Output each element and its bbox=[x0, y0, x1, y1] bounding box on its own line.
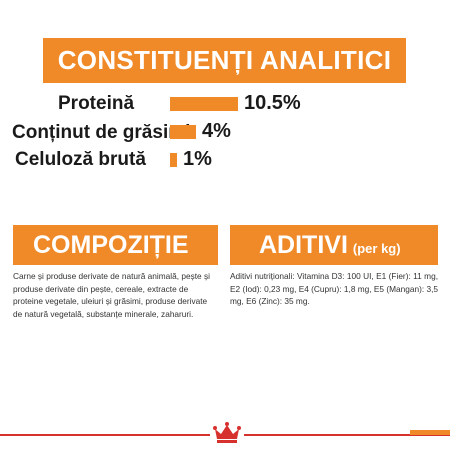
additives-title: ADITIVI bbox=[259, 230, 348, 259]
analytic-constituents-title: CONSTITUENȚI ANALITICI bbox=[57, 45, 392, 75]
constituent-bar-fiber bbox=[170, 153, 177, 167]
constituent-bar-protein bbox=[170, 97, 238, 111]
constituent-bar-fat bbox=[170, 125, 196, 139]
additives-banner: ADITIVI (per kg) bbox=[230, 225, 438, 265]
additives-unit: (per kg) bbox=[352, 240, 401, 256]
analytic-constituents-banner: CONSTITUENȚI ANALITICI bbox=[43, 38, 406, 83]
composition-text: Carne și produse derivate de natură anim… bbox=[13, 271, 210, 319]
constituent-label-fiber: Celuloză brută bbox=[15, 149, 146, 170]
constituent-value-protein: 10.5% bbox=[244, 92, 301, 114]
composition-banner: COMPOZIȚIE bbox=[13, 225, 218, 265]
additives-text: Aditivi nutriționali: Vitamina D3: 100 U… bbox=[230, 271, 438, 306]
constituent-label-fat: Conținut de grăsimi bbox=[12, 122, 191, 143]
crown-icon bbox=[210, 418, 244, 446]
constituent-label-protein: Proteină bbox=[58, 93, 135, 114]
constituent-value-fat: 4% bbox=[202, 120, 231, 142]
constituent-value-fiber: 1% bbox=[183, 148, 212, 170]
composition-title: COMPOZIȚIE bbox=[33, 230, 189, 259]
footer-accent-bar bbox=[410, 430, 450, 435]
